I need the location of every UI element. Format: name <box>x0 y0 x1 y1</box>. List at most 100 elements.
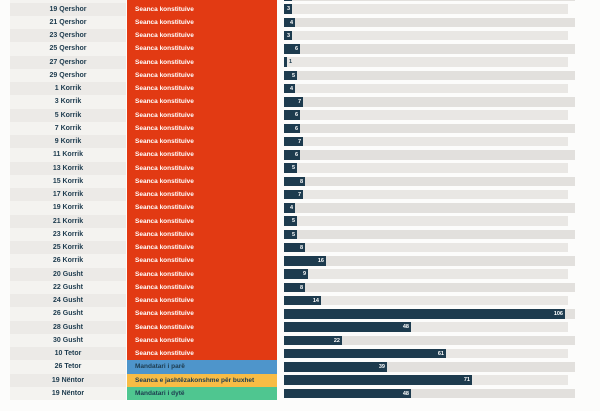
table-row: 26 Korrik Seanca konstituive 16 <box>0 254 600 268</box>
column-gap <box>277 281 284 294</box>
bar-value-label: 3 <box>286 6 290 13</box>
bar[interactable]: 4 <box>284 203 295 213</box>
bar-cell: 4 <box>284 82 600 95</box>
bar[interactable]: 61 <box>284 348 446 359</box>
date-label: 27 Qershor <box>10 55 126 69</box>
session-type-label: Seanca konstituive <box>127 294 277 308</box>
table-row: 28 Gusht Seanca konstituive 48 <box>0 320 600 334</box>
bar-value-label: 61 <box>437 350 444 357</box>
table-row: 5 Korrik Seanca konstituive 6 <box>0 108 600 122</box>
bar[interactable]: 106 <box>284 309 565 319</box>
bar-track <box>284 44 575 54</box>
date-label: 26 Tetor <box>10 360 126 374</box>
left-gutter <box>0 16 10 29</box>
bar[interactable]: 8 <box>284 176 305 187</box>
session-type-label: Seanca konstituive <box>127 227 277 241</box>
bar[interactable]: 4 <box>284 83 295 94</box>
bar[interactable]: 14 <box>284 295 321 306</box>
table-row: 26 Gusht Seanca konstituive 106 <box>0 307 600 321</box>
bar[interactable]: 16 <box>284 256 326 266</box>
left-gutter <box>0 281 10 294</box>
left-gutter <box>0 109 10 122</box>
bar[interactable]: 39 <box>284 362 387 372</box>
left-gutter <box>0 29 10 42</box>
date-label: 30 Gusht <box>10 333 126 347</box>
bar-cell: 6 <box>284 42 600 55</box>
bar-value-label: 9 <box>302 271 306 278</box>
bar-value-label: 4 <box>289 85 293 92</box>
left-gutter <box>0 56 10 69</box>
session-type-label: Seanca konstituive <box>127 108 277 122</box>
bar[interactable]: 6 <box>284 123 300 134</box>
bar-value-label: 16 <box>317 258 324 265</box>
session-type-label: Seanca konstituive <box>127 174 277 188</box>
column-gap <box>277 374 284 387</box>
bar[interactable]: 7 <box>284 97 303 107</box>
column-gap <box>277 228 284 241</box>
date-label: 25 Korrik <box>10 241 126 255</box>
date-label: 26 Gusht <box>10 307 126 321</box>
bar[interactable]: 7 <box>284 189 303 200</box>
bar-value-label: 48 <box>402 324 409 331</box>
bar[interactable]: 22 <box>284 335 342 346</box>
bar-track <box>284 322 568 332</box>
bar-track <box>284 97 575 107</box>
date-label: 3 Korrik <box>10 95 126 109</box>
left-gutter <box>0 82 10 95</box>
bar-cell: 39 <box>284 360 600 373</box>
bar-value-label: 4 <box>289 19 293 26</box>
bar[interactable]: 8 <box>284 282 305 293</box>
session-type-label: Seanca konstituive <box>127 307 277 321</box>
bar-cell: 9 <box>284 268 600 281</box>
session-type-label: Seanca konstituive <box>127 42 277 56</box>
bar[interactable]: 71 <box>284 375 472 385</box>
bar[interactable] <box>284 0 292 1</box>
bar[interactable]: 8 <box>284 242 305 253</box>
bar[interactable]: 5 <box>284 70 297 81</box>
bar[interactable]: 7 <box>284 136 303 147</box>
session-type-label: Seanca konstituive <box>127 15 277 29</box>
left-gutter <box>0 321 10 334</box>
bar[interactable]: 5 <box>284 229 297 240</box>
left-gutter <box>0 268 10 281</box>
bar-cell: 14 <box>284 294 600 307</box>
session-type-label: Seanca konstituive <box>127 135 277 149</box>
bar[interactable]: 6 <box>284 44 300 54</box>
bar[interactable]: 6 <box>284 110 300 120</box>
bar-cell: 16 <box>284 254 600 267</box>
bar[interactable]: 5 <box>284 216 297 226</box>
session-type-label: Seanca konstituive <box>127 320 277 334</box>
date-label: 25 Qershor <box>10 42 126 56</box>
bar-value-label: 39 <box>378 364 385 371</box>
column-gap <box>277 360 284 373</box>
column-gap <box>277 82 284 95</box>
bar-track <box>284 4 568 14</box>
column-gap <box>277 16 284 29</box>
bar-value-label: 6 <box>294 46 298 53</box>
bar-value-label: 8 <box>299 284 303 291</box>
bar[interactable]: 3 <box>284 4 292 14</box>
bar-track <box>284 295 568 306</box>
session-type-label: Seanca konstituive <box>127 121 277 135</box>
column-gap <box>277 347 284 360</box>
bar[interactable]: 9 <box>284 269 308 279</box>
table-row: 17 Korrik Seanca konstituive 7 <box>0 188 600 202</box>
bar[interactable]: 5 <box>284 163 297 173</box>
bar-cell: 1 <box>284 56 600 69</box>
bar-value-label: 14 <box>312 297 319 304</box>
date-label: 21 Korrik <box>10 214 126 228</box>
bar[interactable]: 3 <box>284 30 292 41</box>
bar[interactable] <box>284 57 287 67</box>
bar[interactable]: 48 <box>284 322 411 332</box>
bar-cell: 7 <box>284 188 600 201</box>
table-row: 13 Korrik Seanca konstituive 5 <box>0 161 600 175</box>
bar-cell: 8 <box>284 175 600 188</box>
column-gap <box>277 188 284 201</box>
date-label: 19 Korrik <box>10 201 126 215</box>
session-type-label: Seanca konstituive <box>127 29 277 43</box>
table-row: 25 Korrik Seanca konstituive 8 <box>0 241 600 255</box>
bar[interactable]: 48 <box>284 388 411 399</box>
bar-track <box>284 57 568 67</box>
bar[interactable]: 6 <box>284 150 300 160</box>
bar[interactable]: 4 <box>284 17 295 28</box>
